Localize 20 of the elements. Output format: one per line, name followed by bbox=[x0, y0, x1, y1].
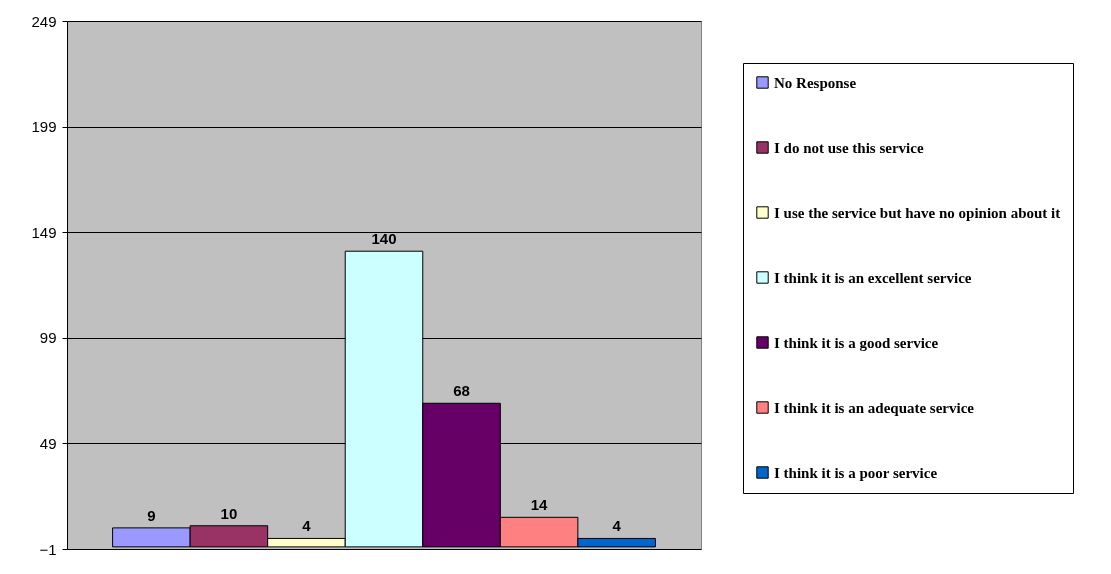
legend-label: I think it is a poor service bbox=[774, 464, 938, 481]
y-tick-label: 149 bbox=[31, 223, 57, 241]
y-tick-label: −1 bbox=[39, 540, 57, 558]
legend-label: I use the service but have no opinion about it bbox=[774, 204, 1061, 221]
data-label: 14 bbox=[530, 496, 549, 514]
legend-label: I do not use this service bbox=[774, 139, 924, 156]
legend-label: No Response bbox=[774, 74, 857, 91]
legend-label: I think it is an adequate service bbox=[774, 399, 975, 416]
y-tick-label: 49 bbox=[39, 434, 57, 452]
y-tick-label: 199 bbox=[31, 118, 57, 136]
data-label: 10 bbox=[220, 504, 238, 522]
legend-label: I think it is a good service bbox=[774, 334, 939, 351]
legend-label: I think it is an excellent service bbox=[774, 269, 972, 286]
data-label: 4 bbox=[302, 517, 312, 535]
data-label: 140 bbox=[371, 230, 397, 248]
data-label: 68 bbox=[453, 382, 470, 400]
data-label: 9 bbox=[147, 506, 156, 524]
data-label: 4 bbox=[612, 517, 622, 535]
y-tick-label: 99 bbox=[39, 329, 57, 347]
y-tick-label: 249 bbox=[31, 12, 57, 30]
